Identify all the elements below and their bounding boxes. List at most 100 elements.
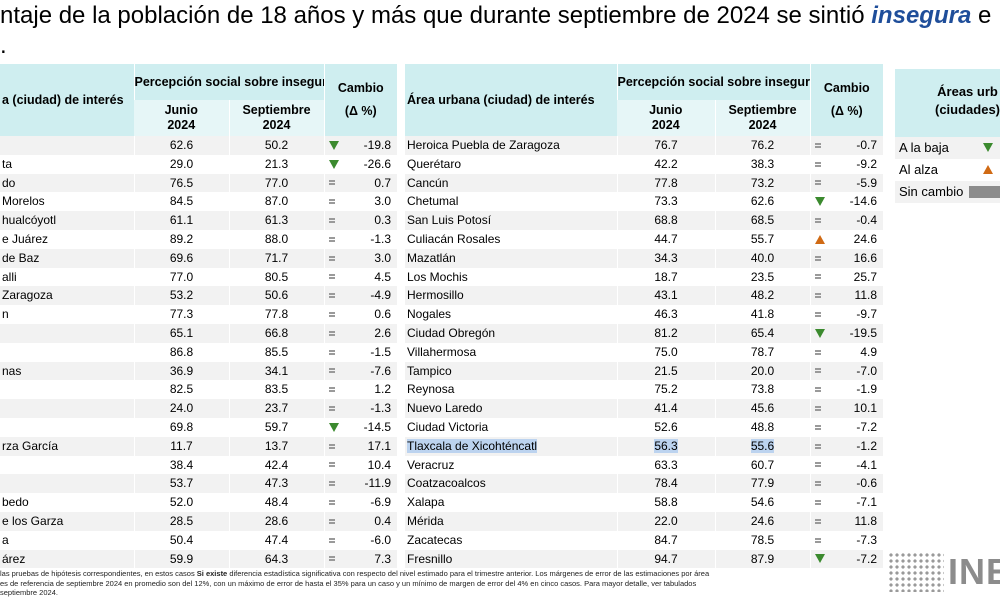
change-value: 4.5: [374, 269, 392, 284]
city-name: de Baz: [0, 248, 134, 268]
city-name: Villahermosa: [405, 342, 617, 362]
down-arrow-icon: [983, 143, 993, 152]
change-value: 11.8: [854, 513, 878, 528]
table-row: Nuevo Laredo 41.4 45.6 10.1: [405, 399, 884, 418]
change-value: 24.6: [853, 231, 878, 246]
septiembre-value: 87.0: [228, 192, 325, 212]
inegi-logo: INE: [888, 552, 1000, 592]
table-row: Xalapa 58.8 54.6 -7.1: [405, 493, 884, 512]
junio-value: 68.8: [616, 211, 715, 230]
table-row: hualcóyotl 61.1 61.3 0.3: [0, 211, 398, 230]
change-value: -0.7: [856, 138, 878, 152]
junio-value: 77.0: [133, 267, 229, 287]
change-cell: 4.9: [809, 342, 884, 362]
table-row: 82.5 83.5 1.2: [0, 380, 398, 400]
septiembre-value: 50.6: [228, 286, 325, 306]
septiembre-value: 48.4: [228, 493, 325, 512]
footnote-line-1: las pruebas de hipótesis correspondiente…: [0, 569, 885, 579]
change-value: -9.7: [856, 307, 878, 322]
change-cell: -5.9: [809, 173, 884, 193]
table-row: 24.0 23.7 -1.3: [0, 399, 398, 418]
septiembre-value: 77.9: [714, 474, 811, 494]
change-cell: -19.5: [809, 323, 884, 343]
no-change-icon: [814, 180, 821, 186]
change-cell: -19.8: [323, 136, 398, 155]
change-cell: -4.1: [809, 455, 884, 475]
no-change-icon: [328, 556, 335, 562]
city-name: [0, 380, 134, 400]
junio-value: 75.2: [616, 380, 715, 400]
septiembre-value: 61.3: [228, 211, 325, 230]
table-row: do 76.5 77.0 0.7: [0, 173, 398, 193]
change-value: -14.6: [849, 194, 878, 209]
septiembre-value: 88.0: [228, 229, 325, 249]
city-name: Los Mochis: [405, 267, 617, 287]
table-row: Zaragoza 53.2 50.6 -4.9: [0, 286, 398, 306]
change-cell: -0.7: [809, 136, 884, 155]
change-value: 7.3: [374, 551, 392, 566]
year-label: 2024: [748, 118, 777, 132]
septiembre-label: Septiembre: [728, 103, 797, 117]
no-change-icon: [328, 349, 335, 355]
septiembre-header-left: Septiembre 2024: [228, 100, 325, 136]
septiembre-value: 83.5: [228, 380, 325, 400]
junio-value: 36.9: [133, 361, 229, 381]
change-value: -0.6: [856, 476, 878, 491]
change-cell: -4.9: [323, 286, 398, 306]
legend-same-label: Sin cambio: [899, 184, 964, 199]
junio-value: 76.7: [616, 136, 715, 155]
table-row: Villahermosa 75.0 78.7 4.9: [405, 342, 884, 362]
septiembre-value: 50.2: [228, 136, 325, 155]
change-value: -19.8: [363, 138, 392, 152]
change-value: 10.1: [853, 401, 878, 416]
change-value: 1.2: [374, 382, 392, 397]
city-name: n: [0, 305, 134, 324]
septiembre-value: 28.6: [228, 511, 325, 531]
change-cell: 1.2: [323, 380, 398, 400]
no-change-icon: [814, 387, 821, 393]
table-row: e los Garza 28.5 28.6 0.4: [0, 511, 398, 531]
change-value: 10.4: [367, 457, 392, 472]
city-name: Querétaro: [405, 154, 617, 174]
junio-value: 65.1: [133, 323, 229, 343]
change-value: -6.0: [370, 532, 392, 547]
junio-value: 46.3: [616, 305, 715, 324]
septiembre-value: 59.7: [228, 417, 325, 437]
city-name: Cancún: [405, 173, 617, 193]
change-value: -9.2: [856, 156, 878, 171]
footnote-line-2: es de referencia de septiembre 2024 en p…: [0, 578, 697, 588]
no-change-icon: [328, 500, 335, 506]
table-row: 65.1 66.8 2.6: [0, 323, 398, 343]
footnote-text: las pruebas de hipótesis correspondiente…: [0, 569, 197, 578]
no-change-icon: [328, 518, 335, 524]
no-change-icon: [328, 180, 335, 186]
junio-value: 44.7: [616, 229, 715, 249]
change-cell: -26.6: [323, 154, 398, 174]
legend-up: Al alza: [895, 159, 1000, 181]
septiembre-value: 47.4: [228, 530, 325, 550]
change-value: 0.7: [374, 175, 392, 190]
no-change-icon: [328, 368, 335, 374]
septiembre-value: 77.0: [228, 173, 325, 193]
change-cell: -6.0: [323, 530, 398, 550]
city-name: [0, 455, 134, 475]
table-row: de Baz 69.6 71.7 3.0: [0, 248, 398, 268]
change-cell: -7.3: [809, 530, 884, 550]
city-name: nas: [0, 361, 134, 381]
change-value: -1.2: [856, 438, 878, 453]
table-row: 69.8 59.7 -14.5: [0, 417, 398, 437]
septiembre-value: 78.7: [714, 342, 811, 362]
septiembre-value: 34.1: [228, 361, 325, 381]
down-arrow-icon: [814, 328, 825, 338]
change-value: -1.3: [370, 231, 392, 246]
left-table: a (ciudad) de interés Percepción social …: [0, 64, 398, 569]
septiembre-value: 60.7: [714, 455, 811, 475]
city-name: Chetumal: [405, 192, 617, 212]
table-row: 38.4 42.4 10.4: [0, 455, 398, 475]
table-row: 53.7 47.3 -11.9: [0, 474, 398, 494]
no-change-icon: [814, 537, 821, 543]
city-name: Nogales: [405, 305, 617, 324]
legend: Áreas urb (ciudades) A la baja Al alza S…: [895, 69, 1000, 203]
septiembre-value: 38.3: [714, 154, 811, 174]
junio-value: 43.1: [616, 286, 715, 306]
